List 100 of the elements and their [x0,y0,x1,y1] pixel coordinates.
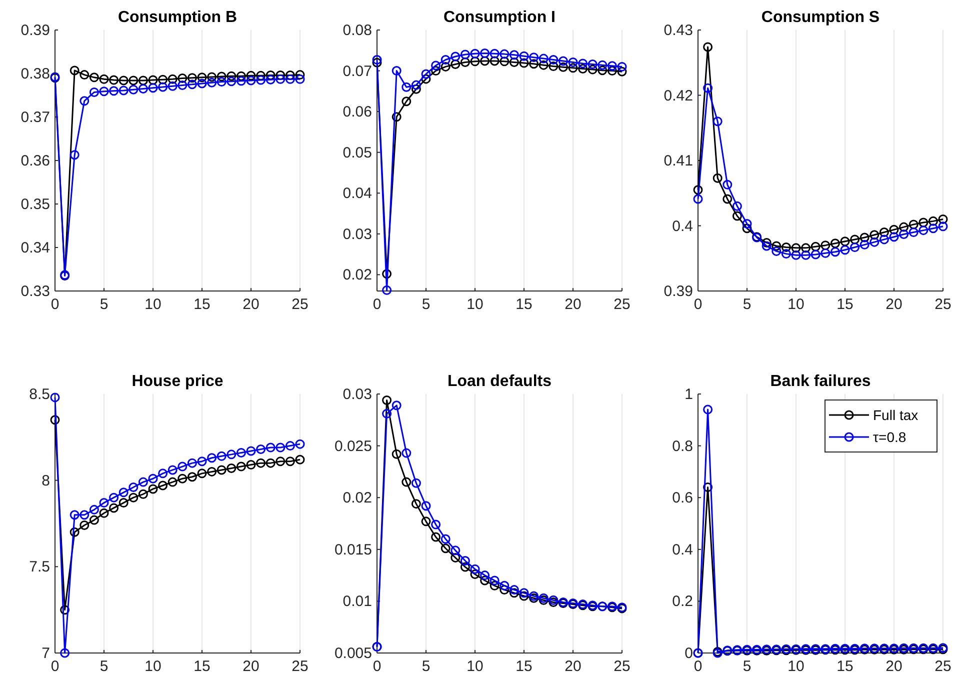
x-tick-label: 10 [788,658,804,675]
point [519,591,529,601]
y-tick-label: 0.05 [342,144,372,162]
point [216,451,226,461]
point [509,585,519,595]
y-tick-label: 1 [684,386,693,403]
point [450,546,460,556]
point [870,237,880,247]
point [256,458,266,468]
point [820,240,830,250]
point [187,80,197,90]
x-tick-label: 10 [144,658,162,675]
point [80,96,90,106]
point [820,248,830,258]
point [148,75,158,85]
point [908,220,918,230]
x-tick-label: 25 [934,658,952,675]
x-tick-label: 20 [564,658,582,675]
point [128,84,138,94]
point [938,222,948,232]
y-tick-label: 0.35 [20,196,50,213]
point [60,605,70,615]
point [578,58,588,68]
point [266,442,276,452]
x-tick-label: 25 [614,658,630,675]
x-tick-label: 10 [466,658,484,675]
point [431,520,441,530]
point [402,96,412,106]
point [440,55,450,65]
x-tick-label: 5 [100,296,108,313]
point [99,74,109,84]
point [118,488,128,498]
point [470,570,480,580]
point [509,57,519,67]
point [431,532,441,542]
point [168,74,178,84]
point [148,83,158,93]
x-tick-label: 5 [100,658,108,675]
point [781,242,791,252]
y-tick-label: 0.42 [664,87,693,104]
y-tick-label: 0.41 [664,152,693,170]
point [500,56,510,66]
point [276,442,286,452]
y-tick-label: 0.02 [342,490,372,507]
point [285,74,295,84]
point [187,472,197,482]
point [226,450,236,460]
point [411,478,421,488]
point [197,456,207,466]
point [548,55,558,65]
point [500,49,510,59]
point [168,465,178,475]
point [840,236,850,246]
point [178,474,188,484]
point [246,76,256,86]
x-tick-label: 10 [144,296,162,313]
point [402,477,412,487]
point [480,570,490,580]
point [781,249,791,259]
point [168,81,178,91]
point [421,501,431,511]
point [899,229,909,239]
x-tick-label: 20 [564,296,582,313]
y-tick-label: 0.005 [334,645,372,662]
point [703,482,713,492]
y-tick-label: 0.4 [672,541,693,558]
x-tick-label: 15 [836,658,854,675]
point [889,232,899,242]
point [460,57,470,67]
point [500,580,510,590]
point [187,458,197,468]
point [246,70,256,80]
point [607,61,617,71]
point [89,87,99,97]
chart-title: House price [132,373,224,390]
y-tick-label: 0.03 [342,226,372,243]
point [791,243,801,253]
point [178,80,188,90]
point [226,463,236,473]
point [440,544,450,554]
point [801,243,811,253]
point [772,246,782,256]
point [158,480,168,490]
y-tick-label: 0.07 [342,62,372,80]
x-tick-label: 5 [422,296,430,313]
point [80,70,90,80]
y-tick-label: 7.5 [29,558,50,576]
chart-title: Loan defaults [447,373,552,390]
point [588,64,598,74]
point [712,173,722,183]
point [480,48,490,58]
y-tick-label: 0.04 [342,185,372,202]
point [500,585,510,595]
point [450,552,460,562]
y-tick-label: 0.015 [334,541,372,558]
y-tick-label: 0.03 [342,386,372,403]
point [440,62,450,72]
point [928,224,938,234]
point [558,62,568,72]
point [490,48,500,58]
